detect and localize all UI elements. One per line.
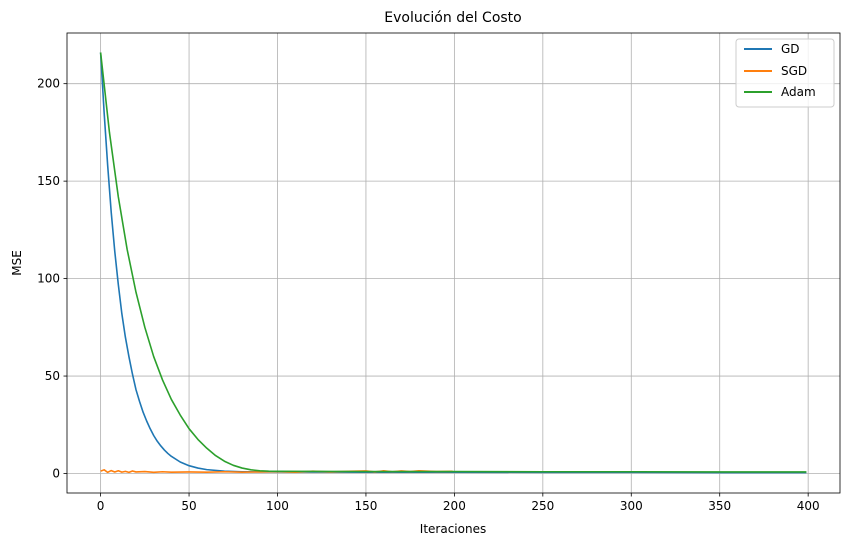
series-lines (99, 52, 807, 474)
legend-label-gd: GD (781, 42, 800, 56)
legend-box (735, 38, 835, 108)
legend-label-adam: Adam (781, 85, 816, 99)
series-line-adam (99, 52, 807, 473)
y-tick-label: 50 (45, 369, 60, 383)
ticks: 0 50 100 150 200 250 300 350 400 0 50 100 150 200 (37, 77, 820, 513)
x-axis-label: Iteraciones (420, 522, 486, 536)
x-tick-label: 300 (620, 499, 643, 513)
x-tick-label: 250 (531, 499, 554, 513)
y-tick-label: 150 (37, 174, 60, 188)
legend-label-sgd: SGD (781, 64, 807, 78)
x-tick-label: 400 (797, 499, 820, 513)
x-tick-label: 100 (266, 499, 289, 513)
legend: GD SGD Adam (735, 38, 835, 108)
y-tick-label: 0 (52, 467, 60, 481)
x-tick-label: 150 (354, 499, 377, 513)
x-tick-label: 0 (97, 499, 105, 513)
plot-area (67, 33, 840, 493)
y-axis-label: MSE (10, 250, 24, 276)
y-tick-label: 200 (37, 77, 60, 91)
x-tick-label: 200 (443, 499, 466, 513)
y-tick-label: 100 (37, 272, 60, 286)
plot-frame (66, 32, 841, 494)
x-tick-label: 50 (181, 499, 196, 513)
chart-title: Evolución del Costo (384, 10, 521, 26)
grid (67, 33, 840, 493)
x-tick-label: 350 (708, 499, 731, 513)
